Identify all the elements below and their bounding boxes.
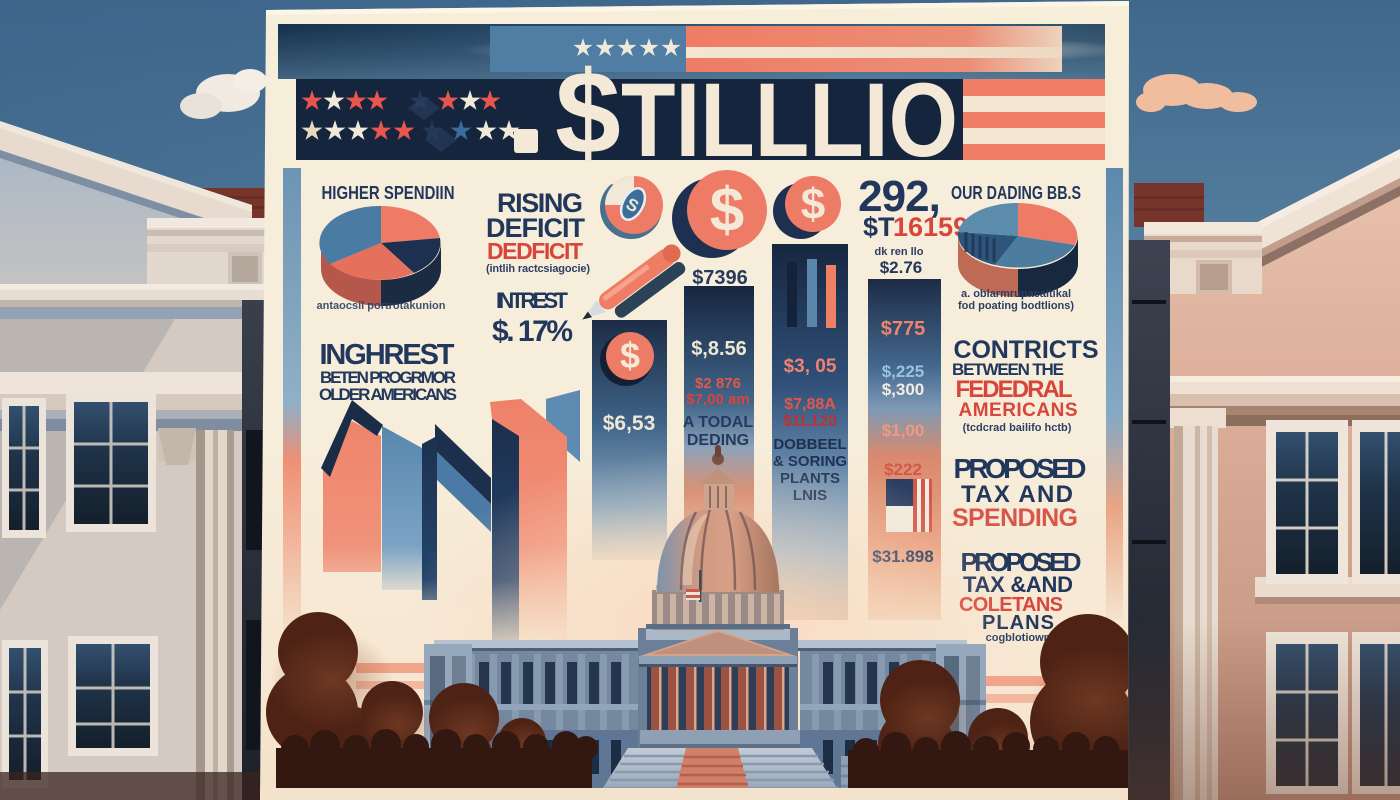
svg-text:a. oblarmrupacaitikal: a. oblarmrupacaitikal xyxy=(961,288,1071,300)
svg-text:$3, 05: $3, 05 xyxy=(784,356,837,377)
svg-text:(intlih ractcsiagocie): (intlih ractcsiagocie) xyxy=(486,263,590,275)
svg-text:PROPOSED: PROPOSED xyxy=(954,453,1087,484)
svg-text:$: $ xyxy=(801,180,825,229)
svg-text:$T: $T xyxy=(863,212,895,242)
svg-text:A TODAL: A TODAL xyxy=(683,414,753,431)
svg-text:AMERICANS: AMERICANS xyxy=(959,400,1078,421)
svg-text:$1,00: $1,00 xyxy=(882,421,925,440)
svg-text:RISING: RISING xyxy=(497,188,583,218)
svg-text:$775: $775 xyxy=(881,318,926,340)
svg-text:$,300: $,300 xyxy=(882,380,925,399)
svg-text:DEDFICIT: DEDFICIT xyxy=(487,238,583,264)
svg-text:$6,53: $6,53 xyxy=(603,412,656,435)
svg-text:dk ren llo: dk ren llo xyxy=(875,246,924,258)
svg-text:$: $ xyxy=(710,176,744,245)
svg-text:$: $ xyxy=(620,335,640,376)
svg-text:(tcdcrad bailifo hctb): (tcdcrad bailifo hctb) xyxy=(963,422,1072,434)
svg-text:FEDEDRAL: FEDEDRAL xyxy=(956,376,1073,403)
svg-text:TILLLIO: TILLLIO xyxy=(621,62,958,179)
svg-text:$. 17%: $. 17% xyxy=(492,315,573,348)
svg-text:antaocsil portrotakunion: antaocsil portrotakunion xyxy=(317,300,446,312)
svg-text:BETEN PROGRMOR: BETEN PROGRMOR xyxy=(320,368,456,387)
svg-text:DOBBEEL: DOBBEEL xyxy=(773,436,846,453)
svg-text:$,8.56: $,8.56 xyxy=(691,338,747,360)
svg-text:OLDER AMERICANS: OLDER AMERICANS xyxy=(319,385,457,404)
svg-text:DEDING: DEDING xyxy=(687,432,749,449)
svg-text:16159: 16159 xyxy=(893,212,968,242)
svg-text:INGHREST: INGHREST xyxy=(320,339,455,371)
svg-text:OUR DADING BB.S: OUR DADING BB.S xyxy=(951,183,1081,203)
svg-text:$: $ xyxy=(555,47,619,179)
svg-text:$1L120: $1L120 xyxy=(783,413,837,430)
svg-text:$2.76: $2.76 xyxy=(880,258,923,277)
svg-text:CONTRICTS: CONTRICTS xyxy=(954,336,1099,364)
svg-text:292,: 292, xyxy=(858,172,940,221)
svg-text:$222: $222 xyxy=(884,460,922,479)
svg-text:DEFICIT: DEFICIT xyxy=(486,213,586,243)
svg-text:BETWEEN THE: BETWEEN THE xyxy=(952,360,1064,379)
svg-text:$7396: $7396 xyxy=(692,267,748,289)
svg-text:$7,00 am: $7,00 am xyxy=(686,391,749,408)
svg-text:HIGHER SPENDIIN: HIGHER SPENDIIN xyxy=(322,183,455,203)
svg-text:fod poating bodtlions): fod poating bodtlions) xyxy=(958,300,1074,312)
svg-text:$2 876: $2 876 xyxy=(695,375,741,392)
svg-text:$,225: $,225 xyxy=(882,362,925,381)
svg-text:INTREST: INTREST xyxy=(496,288,569,313)
svg-text:$7,88A: $7,88A xyxy=(784,396,836,413)
